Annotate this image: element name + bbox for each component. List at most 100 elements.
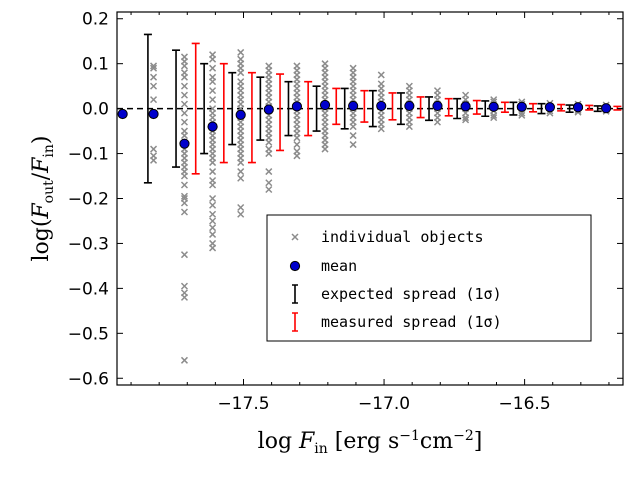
individual-object-point (237, 203, 245, 212)
individual-object-point (321, 145, 329, 153)
mean-point (432, 100, 443, 112)
individual-object-point (293, 141, 301, 149)
individual-object-point (209, 244, 217, 252)
mean-point (235, 109, 246, 121)
expected-spread-errorbar (537, 102, 546, 115)
individual-object-point (180, 356, 188, 364)
y-tick-label: 0.2 (82, 10, 109, 30)
individual-object-point (180, 91, 188, 99)
individual-object-point (150, 64, 158, 72)
individual-object-point (265, 150, 273, 158)
measured-spread-errorbar (472, 99, 481, 115)
individual-object-point (265, 168, 273, 176)
individual-object-point (237, 168, 245, 176)
measured-spread-errorbar (191, 42, 200, 175)
legend-marker-mean (289, 260, 301, 272)
y-tick-label: −0.2 (68, 190, 109, 210)
individual-object-point (180, 181, 188, 189)
individual-object-point (209, 224, 217, 232)
measured-spread-errorbar (500, 101, 509, 114)
mean-point (348, 100, 359, 112)
individual-object-point (180, 73, 188, 81)
y-tick-label: −0.6 (68, 369, 109, 389)
individual-object-point (209, 96, 217, 104)
individual-object-point (265, 138, 273, 146)
mean-point (117, 108, 128, 120)
measured-spread-errorbar (557, 103, 566, 112)
measured-spread-errorbar (585, 104, 594, 111)
legend-label: measured spread (1σ) (321, 313, 502, 331)
individual-object-point (180, 132, 188, 140)
expected-spread-errorbar (312, 85, 321, 132)
expected-spread-errorbar (172, 49, 181, 168)
individual-object-point (265, 179, 273, 187)
mean-point (572, 102, 584, 113)
measured-spread-errorbar (247, 71, 256, 164)
expected-spread-errorbar (143, 33, 152, 184)
individual-object-point (180, 62, 188, 70)
mean-point (601, 103, 612, 114)
individual-object-point (180, 251, 188, 259)
mean-point (488, 101, 499, 112)
individual-object-point (180, 172, 188, 180)
legend-label: individual objects (321, 228, 484, 246)
measured-spread-errorbar (360, 89, 369, 123)
measured-spread-errorbar (529, 102, 538, 113)
individual-object-point (180, 208, 188, 216)
expected-spread-errorbar (200, 62, 209, 155)
expected-spread-errorbar (593, 105, 602, 113)
x-axis-label: log Fin [erg s−1cm−2] (258, 428, 483, 457)
expected-spread-errorbar (340, 87, 349, 130)
individual-object-point (349, 132, 357, 140)
individual-object-point (150, 96, 158, 104)
individual-object-point (237, 210, 245, 218)
x-tick-label: −17.0 (358, 394, 410, 414)
individual-object-point (180, 192, 188, 200)
mean-point (404, 100, 415, 112)
y-tick-label: −0.4 (68, 279, 109, 299)
y-tick-label: −0.5 (68, 324, 109, 344)
individual-object-point (377, 125, 385, 133)
individual-object-point (237, 48, 245, 56)
x-tick-label: −16.5 (499, 394, 551, 414)
measured-spread-errorbar (276, 73, 285, 152)
expected-spread-errorbar (453, 97, 462, 120)
individual-object-point (490, 96, 498, 104)
expected-spread-errorbar (368, 89, 377, 128)
mean-point (376, 100, 387, 112)
individual-object-point (209, 181, 217, 189)
expected-spread-errorbar (509, 101, 518, 116)
individual-object-point (209, 159, 217, 167)
plot-area (117, 33, 623, 364)
individual-object-point (180, 109, 188, 117)
y-axis-label-group: log(Fout/Fin) (29, 135, 57, 261)
legend-label: expected spread (1σ) (321, 285, 502, 303)
measured-spread-errorbar (444, 97, 453, 117)
individual-object-point (237, 69, 245, 77)
individual-object-point (433, 118, 441, 126)
individual-object-point (209, 55, 217, 63)
plot-inner (117, 33, 623, 364)
expected-spread-errorbar (425, 96, 434, 122)
measured-spread-errorbar (304, 80, 313, 137)
individual-object-point (180, 118, 188, 126)
legend-box (266, 214, 592, 342)
expected-spread-errorbar (481, 100, 490, 118)
individual-object-point (490, 114, 498, 122)
legend-marker-errorbar (292, 284, 298, 304)
individual-object-point (209, 217, 217, 225)
individual-object-point (518, 111, 526, 119)
mean-point (263, 104, 274, 115)
measured-spread-errorbar (388, 92, 397, 121)
individual-object-point (209, 64, 217, 72)
individual-object-point (209, 168, 217, 176)
individual-object-point (209, 201, 217, 209)
mean-point (291, 101, 303, 112)
individual-object-point (180, 293, 188, 301)
individual-object-point (349, 141, 357, 149)
measured-spread-errorbar (219, 62, 228, 164)
legend-marker-errorbar (292, 312, 298, 332)
individual-object-point (349, 123, 357, 131)
individual-object-point (462, 116, 470, 124)
individual-object-point (209, 194, 217, 203)
